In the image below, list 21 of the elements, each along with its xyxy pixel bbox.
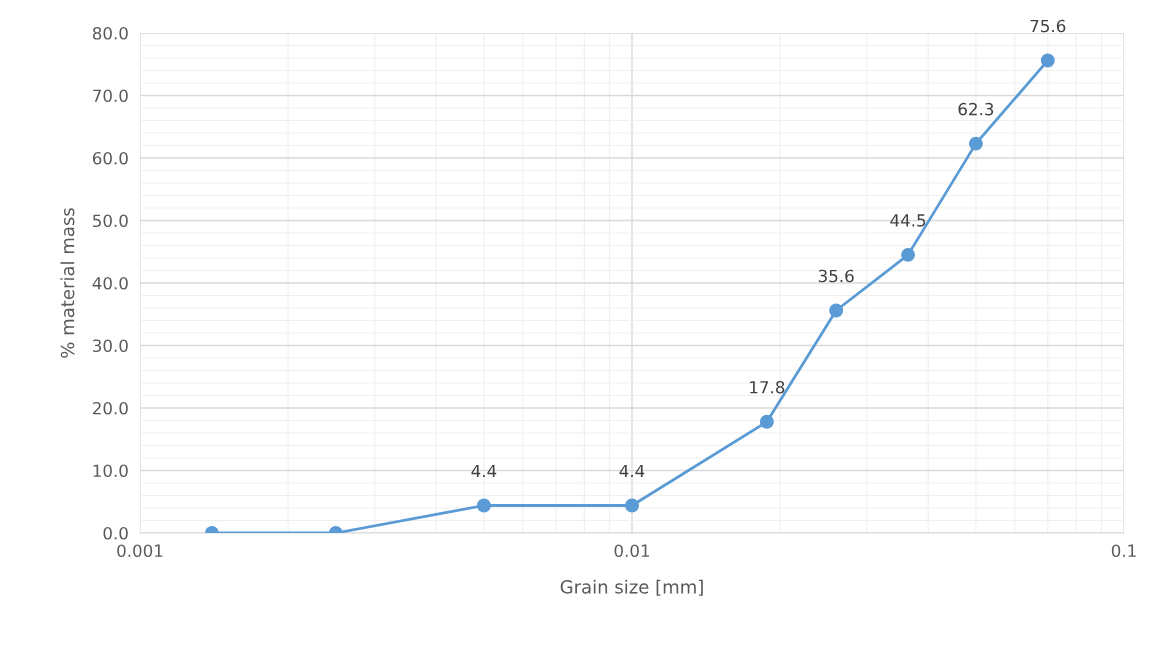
y-tick-label: 60.0 xyxy=(92,151,128,165)
data-label: 35.6 xyxy=(818,269,854,283)
x-tick-label: 0.001 xyxy=(117,544,163,558)
y-tick-label: 30.0 xyxy=(93,339,128,353)
y-tick-label: 80.0 xyxy=(92,26,128,40)
data-label: 17.8 xyxy=(750,380,785,394)
data-label: 44.5 xyxy=(890,214,926,227)
x-tick-label: 0.1 xyxy=(1111,544,1136,558)
x-tick-label: 0.01 xyxy=(614,544,650,558)
data-label: 62.3 xyxy=(958,102,994,116)
x-axis-title: Grain size [mm] xyxy=(560,579,703,596)
y-tick-label: 0.0 xyxy=(103,526,128,540)
data-label: 4.4 xyxy=(619,464,645,478)
data-label: 75.6 xyxy=(1030,19,1066,33)
y-tick-label: 10.0 xyxy=(93,464,128,478)
y-tick-label: 50.0 xyxy=(93,214,128,228)
y-axis-title: % material mass xyxy=(60,208,75,358)
data-label: 4.4 xyxy=(471,464,497,478)
y-tick-label: 20.0 xyxy=(93,401,128,415)
y-tick-label: 40.0 xyxy=(92,276,128,290)
y-tick-label: 70.0 xyxy=(93,89,128,103)
